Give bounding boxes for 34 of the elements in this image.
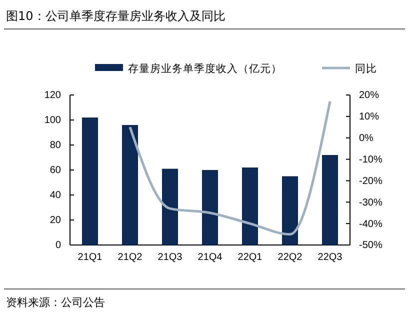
y-tick-label: 40 [50, 190, 62, 202]
y2-tick-label: 0% [359, 133, 374, 144]
y-tick-label: 0 [55, 240, 62, 252]
x-tick-label: 21Q1 [78, 252, 103, 264]
bar [162, 168, 178, 245]
y2-tick-label: 20% [359, 90, 380, 102]
text: 资料来源：公司公告 [6, 296, 105, 309]
x-tick-label: 22Q1 [238, 252, 263, 264]
y2-tick-label: -10% [359, 154, 382, 166]
x-tick-label: 21Q3 [158, 252, 183, 264]
y2-tick-label: -40% [359, 218, 382, 230]
x-tick-label: 21Q4 [198, 252, 223, 264]
line-series [128, 100, 332, 236]
bar [242, 168, 258, 245]
legend-label: 同比 [355, 62, 377, 75]
bar [82, 118, 98, 245]
bar [322, 155, 338, 245]
bar [122, 125, 138, 245]
y-tick-label: 80 [50, 140, 62, 152]
chart-title: 图10：公司单季度存量房业务收入及同比 [6, 9, 226, 23]
y-tick-label: 60 [50, 165, 62, 176]
legend-label: 存量房业务单季度收入（亿元） [128, 62, 282, 75]
x-tick-label: 22Q2 [278, 252, 303, 264]
y2-tick-label: -20% [359, 176, 382, 187]
x-tick-label: 21Q2 [118, 252, 143, 264]
y-tick-label: 20 [50, 215, 62, 226]
y-tick-label: 100 [44, 115, 62, 126]
y-tick-label: 120 [44, 90, 62, 102]
y2-tick-label: -50% [359, 240, 382, 252]
bar [202, 170, 218, 245]
y2-tick-label: -30% [359, 197, 382, 208]
y2-tick-label: 10% [359, 112, 380, 123]
bar [282, 176, 298, 245]
x-tick-label: 22Q3 [318, 252, 343, 264]
